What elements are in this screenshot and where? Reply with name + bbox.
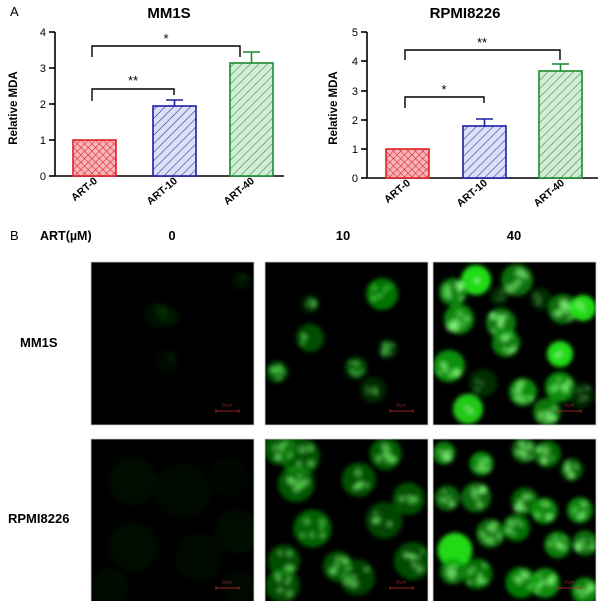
svg-text:3: 3	[40, 63, 46, 75]
svg-text:ART-10: ART-10	[454, 177, 490, 210]
svg-text:0: 0	[40, 171, 46, 183]
svg-text:ART-0: ART-0	[382, 177, 413, 206]
svg-text:0: 0	[168, 228, 175, 243]
svg-text:MM1S: MM1S	[20, 335, 58, 350]
svg-text:**: **	[128, 73, 138, 88]
svg-text:2: 2	[352, 115, 358, 127]
svg-text:20µm: 20µm	[396, 403, 407, 408]
svg-text:RPMI8226: RPMI8226	[8, 511, 69, 526]
svg-text:ART(µM): ART(µM)	[40, 229, 92, 243]
svg-text:Relative MDA: Relative MDA	[328, 71, 340, 145]
svg-text:A: A	[10, 4, 19, 19]
svg-text:2: 2	[40, 99, 46, 111]
svg-text:4: 4	[352, 56, 358, 68]
svg-text:3: 3	[352, 86, 358, 98]
svg-text:1: 1	[352, 144, 358, 156]
svg-text:B: B	[10, 228, 19, 243]
svg-text:10: 10	[336, 228, 350, 243]
svg-text:20µm: 20µm	[222, 403, 233, 408]
svg-text:ART-40: ART-40	[221, 175, 257, 208]
svg-text:ART-10: ART-10	[144, 175, 180, 208]
svg-text:20µm: 20µm	[222, 580, 233, 585]
svg-text:ART-0: ART-0	[69, 175, 100, 204]
svg-text:*: *	[441, 82, 446, 97]
svg-text:20µm: 20µm	[396, 580, 407, 585]
svg-text:1: 1	[40, 135, 46, 147]
svg-text:**: **	[477, 35, 487, 50]
svg-text:MM1S: MM1S	[147, 5, 190, 22]
svg-text:40: 40	[507, 228, 521, 243]
svg-text:5: 5	[352, 27, 358, 39]
svg-text:4: 4	[40, 27, 46, 39]
svg-text:ART-40: ART-40	[531, 177, 567, 210]
svg-text:*: *	[163, 31, 168, 46]
svg-text:RPMI8226: RPMI8226	[430, 5, 501, 22]
svg-text:0: 0	[352, 173, 358, 185]
svg-text:Relative MDA: Relative MDA	[8, 71, 20, 145]
svg-text:20µm: 20µm	[564, 403, 575, 408]
svg-text:20µm: 20µm	[564, 580, 575, 585]
